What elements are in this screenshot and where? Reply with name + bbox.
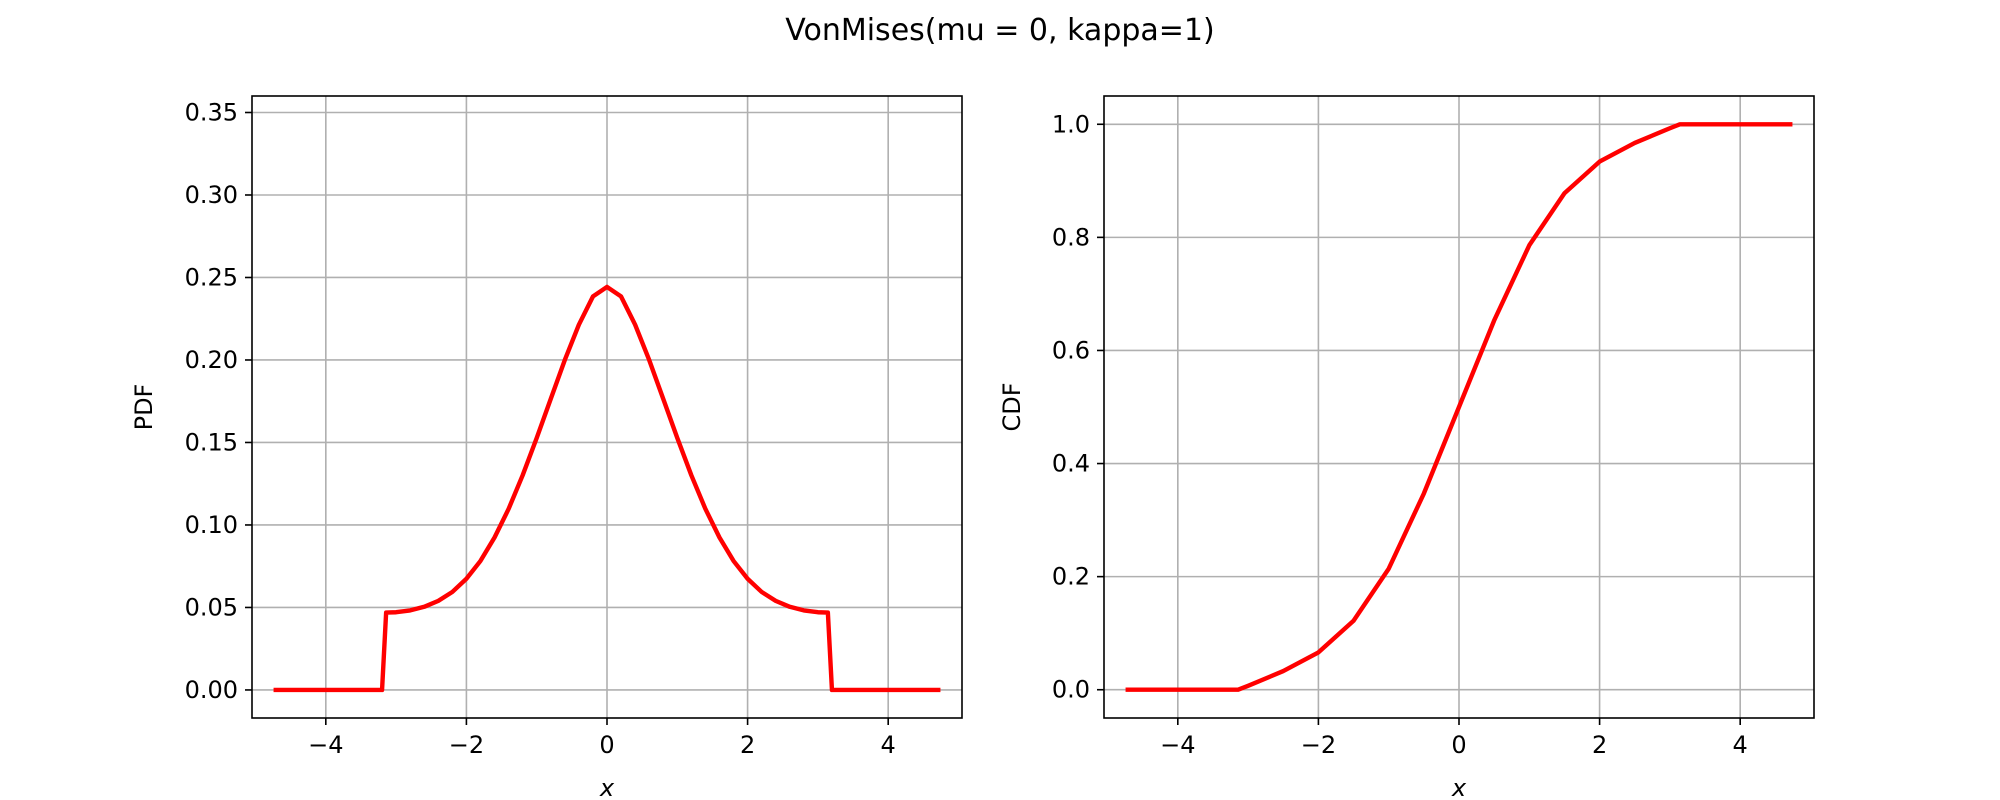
pdf-y-tick-label-3: 0.15 xyxy=(185,428,238,456)
pdf-axes: −4 −2 0 2 4 0.00 0.05 0.10 0.15 0.20 0.25 0.30 0.35 x… xyxy=(130,95,963,800)
cdf-x-tick-label-1: −2 xyxy=(1301,731,1336,759)
pdf-x-tick-label-3: 2 xyxy=(740,731,755,759)
cdf-y-axis-label: CDF xyxy=(998,382,1026,431)
cdf-y-tick-label-4: 0.8 xyxy=(1052,223,1090,251)
cdf-y-tick-label-0: 0.0 xyxy=(1052,676,1090,704)
cdf-axes: −4 −2 0 2 4 0.0 0.2 0.4 0.6 0.8 1.0 x CDF xyxy=(998,95,1815,800)
cdf-x-tick-label-0: −4 xyxy=(1160,731,1195,759)
pdf-x-axis-label: x xyxy=(599,774,615,800)
cdf-x-tick-label-3: 2 xyxy=(1592,731,1607,759)
cdf-x-tick-label-2: 0 xyxy=(1451,731,1466,759)
figure-title: VonMises(mu = 0, kappa=1) xyxy=(785,13,1214,48)
pdf-y-tick-label-6: 0.30 xyxy=(185,181,238,209)
cdf-y-tick-label-2: 0.4 xyxy=(1052,450,1090,478)
pdf-y-tick-label-1: 0.05 xyxy=(185,593,238,621)
pdf-x-tick-label-1: −2 xyxy=(449,731,484,759)
cdf-x-tick-label-4: 4 xyxy=(1733,731,1748,759)
pdf-y-tick-label-5: 0.25 xyxy=(185,263,238,291)
pdf-y-tick-label-7: 0.35 xyxy=(185,98,238,126)
pdf-x-tick-label-0: −4 xyxy=(308,731,343,759)
pdf-y-tick-label-0: 0.00 xyxy=(185,676,238,704)
pdf-x-tick-label-4: 4 xyxy=(881,731,896,759)
pdf-y-tick-label-4: 0.20 xyxy=(185,346,238,374)
cdf-y-tick-label-5: 1.0 xyxy=(1052,110,1090,138)
cdf-x-axis-label: x xyxy=(1451,774,1467,800)
pdf-x-tick-label-2: 0 xyxy=(599,731,614,759)
pdf-y-tick-label-2: 0.10 xyxy=(185,511,238,539)
cdf-y-tick-label-1: 0.2 xyxy=(1052,563,1090,591)
pdf-y-axis-label: PDF xyxy=(130,384,158,431)
pdf-curve-0 xyxy=(273,284,941,693)
cdf-curve-0 xyxy=(1125,122,1793,692)
cdf-y-tick-label-3: 0.6 xyxy=(1052,336,1090,364)
